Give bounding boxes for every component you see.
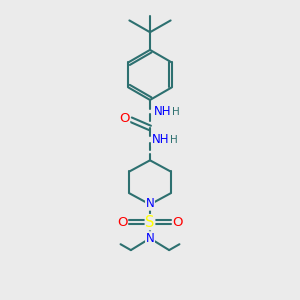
Text: O: O <box>173 216 183 229</box>
Text: O: O <box>117 216 127 229</box>
Text: N: N <box>146 197 154 210</box>
Text: N: N <box>146 232 154 245</box>
Text: NH: NH <box>154 105 171 118</box>
Text: S: S <box>145 214 155 230</box>
Text: H: H <box>170 135 178 145</box>
Text: H: H <box>172 107 180 117</box>
Text: O: O <box>119 112 130 125</box>
Text: NH: NH <box>152 133 169 146</box>
